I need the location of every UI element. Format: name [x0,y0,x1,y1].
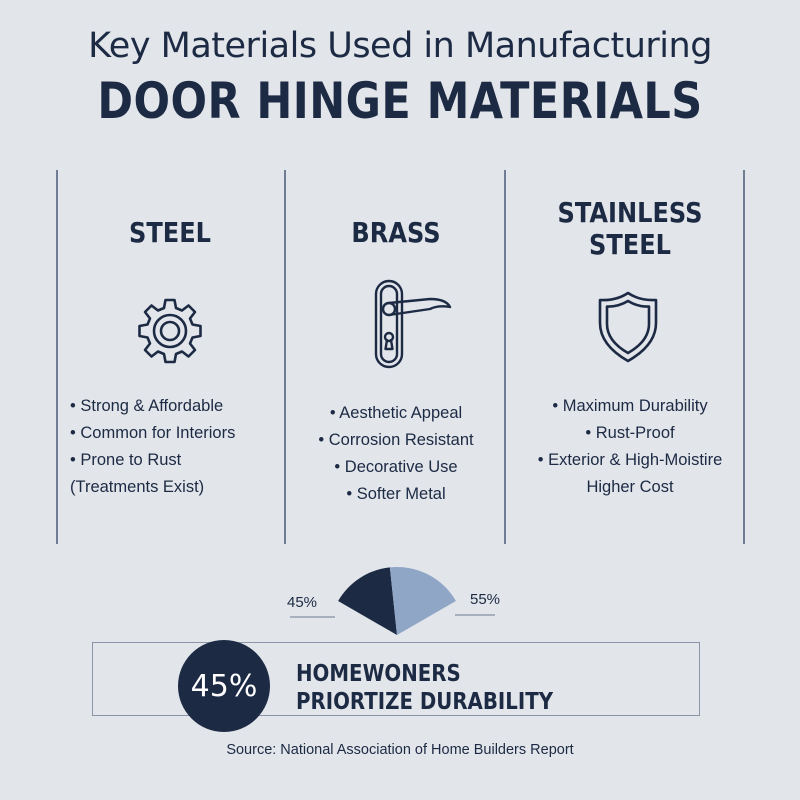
list-item: • Corrosion Resistant [318,431,474,449]
pie-slice-label: 45% [287,594,318,611]
stat-circle: 45% [178,640,270,732]
pie-chart-svg [290,567,495,635]
stat-value: 45% [190,668,258,704]
gear-icon [130,291,210,371]
list-item: • Aesthetic Appeal [329,404,463,422]
list-item: • Common for Interiors [70,424,236,442]
pie-chart: 45% 55% [0,560,800,650]
list-item: • Strong & Affordable [70,397,224,415]
list-item: • Maximum Durability [552,397,708,415]
stat-box [92,642,700,716]
list-item: • Softer Metal [346,485,446,503]
feature-list: • Strong & Affordable • Common for Inter… [50,393,290,501]
list-item: • Rust-Proof [585,424,675,442]
material-name-line: STEEL [128,216,212,249]
column-divider [284,170,286,544]
material-name: STAINLESS STEEL [535,197,724,261]
stat-text: HOMEWONERS PRIORTIZE DURABILITY [296,660,640,716]
material-name-line: STEEL [588,228,672,261]
pie-slice [338,567,397,635]
subtitle: Key Materials Used in Manufacturing [88,26,712,66]
column-divider [743,170,745,544]
shield-icon [588,287,668,367]
page-title: DOOR HINGE MATERIALS [97,72,703,130]
list-item: • Decorative Use [334,458,458,476]
stat-line: HOMEWONERS [296,661,461,687]
column-divider [504,170,506,544]
stat-line: PRIORTIZE DURABILITY [296,689,554,715]
material-name: BRASS [301,217,490,249]
material-name-line: BRASS [351,216,441,249]
pie-slice [389,567,456,635]
pie-slice-label: 55% [470,591,501,608]
list-item: • Prone to Rust [70,451,182,469]
list-item: • Exterior & High-Moistire [537,451,723,469]
list-item: Higher Cost [586,478,674,496]
column-divider [56,170,58,544]
feature-list: • Aesthetic Appeal • Corrosion Resistant… [276,400,516,508]
feature-list: • Maximum Durability • Rust-Proof • Exte… [510,393,750,501]
material-name-line: STAINLESS [557,196,703,229]
material-name: STEEL [75,217,264,249]
door-handle-icon [358,277,454,373]
source-note: Source: National Association of Home Bui… [226,742,574,758]
list-item: (Treatments Exist) [70,478,205,496]
